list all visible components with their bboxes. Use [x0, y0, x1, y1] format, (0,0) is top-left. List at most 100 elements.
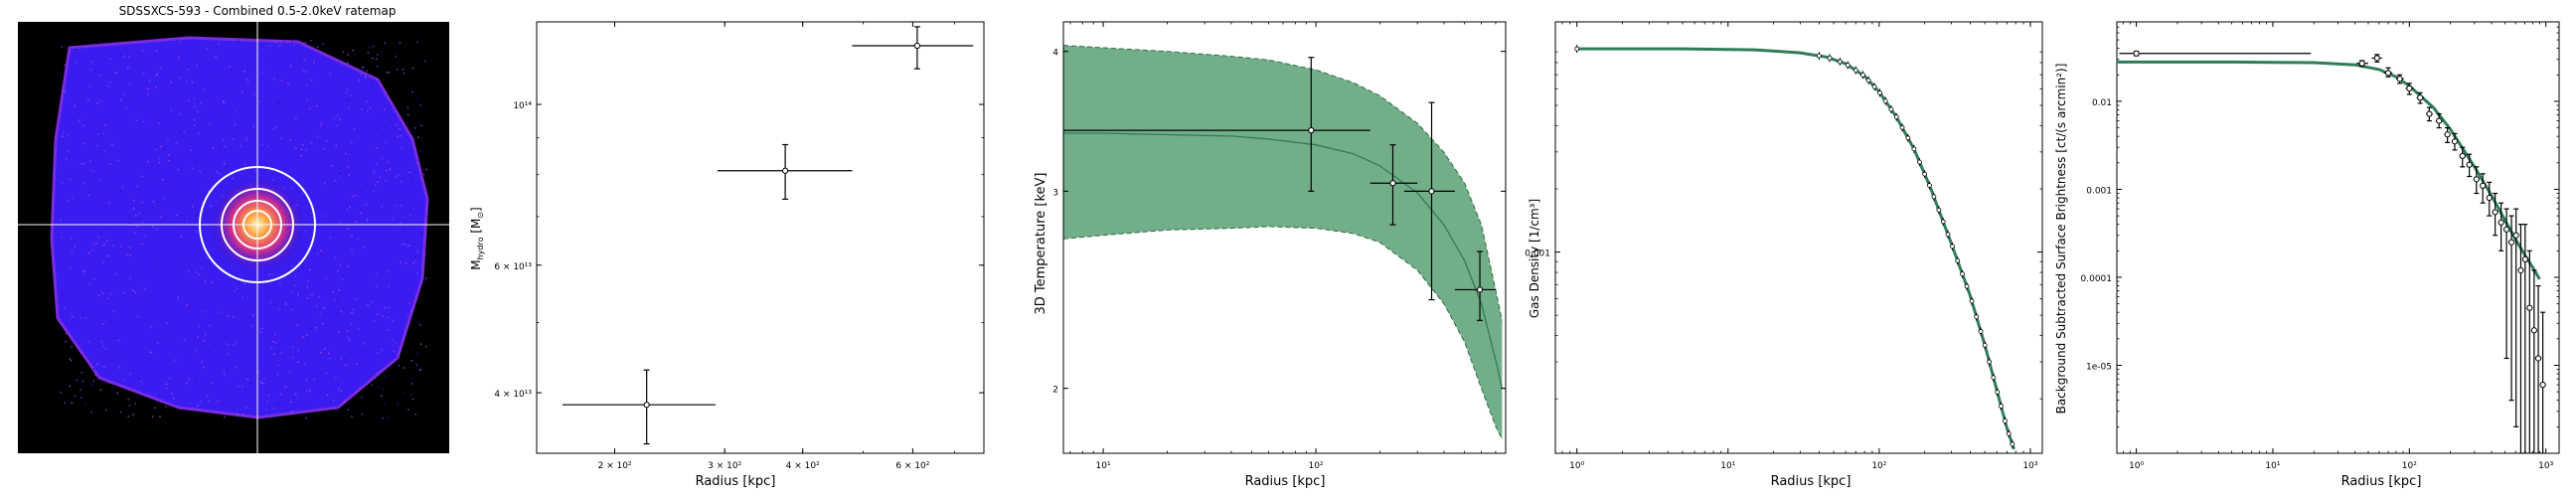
noise-pixel: [191, 167, 194, 169]
noise-pixel: [64, 64, 66, 67]
point-marker: [782, 167, 789, 174]
noise-pixel: [226, 165, 228, 168]
noise-pixel: [388, 306, 391, 308]
noise-pixel: [119, 54, 122, 56]
noise-pixel: [185, 382, 188, 385]
noise-pixel: [406, 315, 409, 317]
noise-pixel: [307, 280, 309, 282]
noise-pixel: [348, 106, 350, 109]
x-tick-label: 2 × 10²: [597, 461, 631, 471]
noise-pixel: [351, 235, 353, 237]
noise-pixel: [371, 384, 373, 387]
noise-pixel: [318, 296, 321, 298]
noise-pixel: [162, 178, 164, 181]
gas-density-plot: 10⁰ 10¹ 10² 10³ 0.001: [1525, 21, 2043, 471]
noise-pixel: [372, 57, 374, 60]
noise-pixel: [120, 98, 122, 100]
noise-pixel: [141, 202, 143, 204]
noise-pixel: [105, 410, 107, 412]
noise-pixel: [225, 336, 227, 338]
noise-pixel: [293, 45, 296, 47]
noise-pixel: [104, 149, 106, 152]
noise-pixel: [297, 292, 300, 294]
noise-pixel: [410, 310, 412, 313]
noise-pixel: [409, 238, 411, 241]
noise-pixel: [342, 51, 345, 53]
noise-pixel: [326, 394, 329, 397]
noise-pixel: [196, 160, 198, 162]
noise-pixel: [229, 66, 231, 68]
point-marker: [1945, 232, 1951, 238]
noise-pixel: [416, 250, 418, 252]
data-point: [2416, 91, 2425, 104]
noise-pixel: [172, 130, 174, 132]
data-point: [1816, 52, 1822, 61]
noise-pixel: [419, 104, 421, 106]
noise-pixel: [262, 72, 264, 74]
data-point: [2119, 50, 2312, 57]
noise-pixel: [147, 160, 149, 163]
noise-pixel: [90, 69, 92, 71]
noise-pixel: [210, 255, 212, 257]
noise-pixel: [371, 300, 373, 303]
point-marker: [1428, 188, 1435, 195]
noise-pixel: [245, 137, 247, 139]
noise-pixel: [338, 388, 340, 391]
noise-pixel: [339, 168, 341, 170]
noise-pixel: [384, 403, 387, 405]
temperature-panel: 10¹ 10² 2 3 4 Radius [kpc] 3D Temperature [k…: [1034, 21, 1507, 489]
noise-pixel: [355, 194, 357, 197]
noise-pixel: [347, 228, 349, 230]
noise-pixel: [166, 387, 168, 390]
noise-pixel: [62, 324, 64, 326]
noise-pixel: [227, 315, 230, 318]
noise-pixel: [290, 264, 293, 266]
noise-pixel: [249, 52, 252, 54]
noise-pixel: [373, 172, 375, 174]
noise-pixel: [96, 102, 98, 104]
noise-pixel: [324, 215, 326, 217]
noise-pixel: [323, 306, 326, 308]
noise-pixel: [415, 364, 418, 366]
noise-pixel: [144, 235, 147, 238]
point-marker: [1852, 68, 1858, 74]
plot-frame: [1554, 21, 2043, 454]
noise-pixel: [260, 143, 263, 145]
noise-pixel: [84, 93, 86, 95]
noise-pixel: [279, 137, 282, 139]
noise-pixel: [263, 378, 265, 380]
y-tick-label: 4 × 10¹³: [494, 390, 532, 400]
noise-pixel: [301, 50, 304, 52]
noise-pixel: [171, 393, 173, 395]
noise-pixel: [92, 175, 95, 177]
noise-pixel: [159, 67, 161, 70]
noise-pixel: [418, 187, 420, 190]
point-marker: [2466, 161, 2473, 168]
point-marker: [1308, 127, 1315, 134]
noise-pixel: [368, 208, 370, 210]
noise-pixel: [367, 109, 369, 112]
noise-pixel: [360, 74, 362, 76]
noise-pixel: [375, 273, 378, 275]
noise-pixel: [316, 276, 318, 278]
noise-pixel: [196, 56, 198, 58]
noise-pixel: [340, 222, 342, 224]
noise-pixel: [304, 60, 306, 62]
noise-pixel: [128, 83, 131, 84]
noise-pixel: [200, 101, 202, 104]
noise-pixel: [162, 197, 165, 200]
noise-pixel: [406, 302, 409, 304]
noise-pixel: [64, 90, 67, 92]
noise-pixel: [232, 90, 234, 92]
temperature-ylabel: 3D Temperature [keV]: [1034, 173, 1048, 315]
noise-pixel: [198, 273, 201, 275]
noise-pixel: [186, 304, 189, 306]
noise-pixel: [277, 100, 279, 102]
noise-pixel: [167, 139, 169, 141]
point-marker: [2486, 194, 2493, 202]
noise-pixel: [311, 293, 314, 295]
noise-pixel: [387, 205, 389, 208]
noise-pixel: [418, 369, 421, 372]
noise-pixel: [147, 87, 149, 90]
noise-pixel: [300, 386, 302, 389]
